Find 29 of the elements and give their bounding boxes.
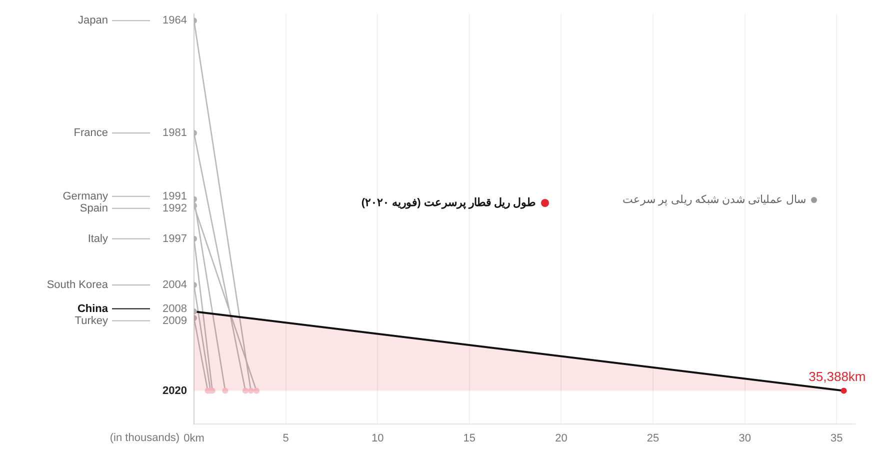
legend-label: China: [77, 302, 109, 315]
y-tick-label: 1964: [162, 14, 187, 27]
y-tick-label: 1981: [162, 127, 187, 140]
legend-label: Germany: [62, 190, 108, 202]
x-tick-label: 25: [646, 432, 660, 444]
annotation: طول ریل قطار پرسرعت (فوریه ۲۰۲۰): [361, 196, 536, 209]
annotation: سال عملیاتی شدن شبکه ریلی پر سرعت: [622, 193, 806, 206]
y-tick-label: 2020: [162, 384, 187, 397]
x-tick-label: 0km: [184, 432, 204, 444]
x-tick-label: 30: [738, 432, 751, 444]
legend-label: France: [74, 127, 108, 140]
legend-label: South Korea: [46, 279, 109, 292]
y-tick-label: 2009: [162, 314, 187, 327]
x-axis-title: (in thousands): [110, 432, 180, 444]
legend-label: Japan: [78, 14, 108, 27]
x-tick-label: 5: [282, 432, 289, 444]
annotation: 35,388km: [808, 368, 866, 384]
legend-label: Spain: [80, 202, 108, 214]
x-tick-label: 35: [830, 432, 843, 444]
x-tick-label: 10: [371, 432, 384, 444]
y-tick-label: 1991: [162, 190, 187, 202]
legend-label: Italy: [88, 232, 108, 245]
legend-label: Turkey: [74, 314, 108, 327]
y-tick-label: 2008: [162, 302, 187, 315]
y-tick-label: 1992: [162, 202, 187, 214]
y-tick-label: 1997: [162, 232, 187, 245]
x-tick-label: 15: [463, 432, 476, 444]
x-tick-label: 20: [555, 432, 568, 444]
y-tick-label: 2004: [162, 279, 187, 292]
